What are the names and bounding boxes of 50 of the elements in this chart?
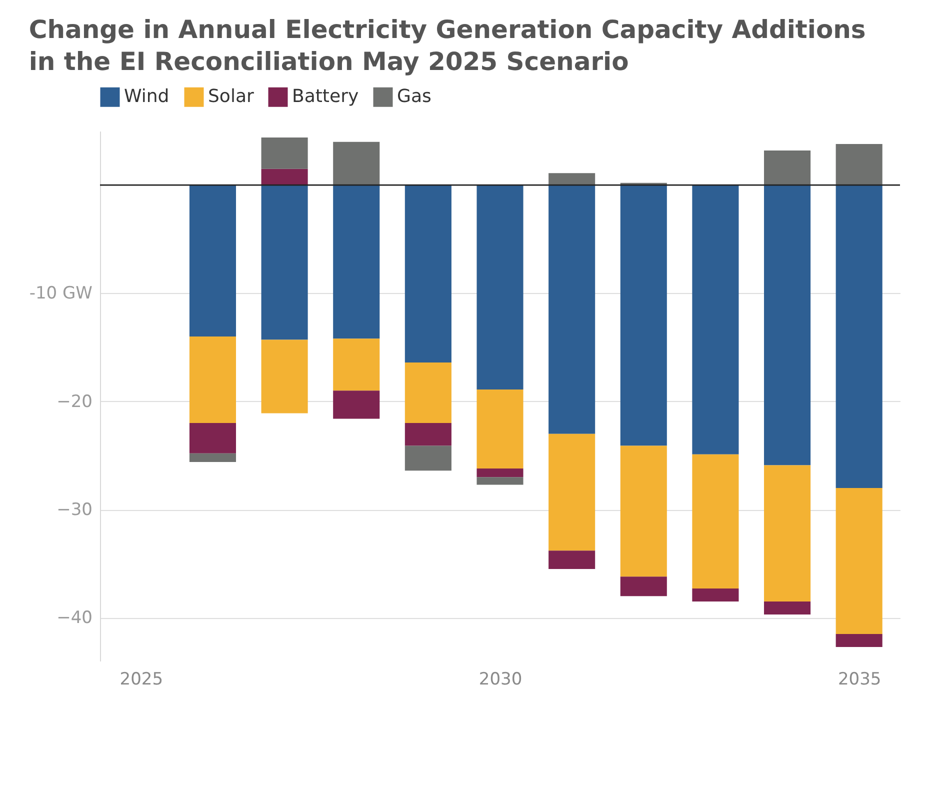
bar [836, 634, 882, 647]
bar [404, 423, 452, 446]
bar [692, 185, 739, 454]
bar [764, 602, 811, 614]
x-tick-label: 2035 [838, 670, 882, 690]
bar [836, 185, 882, 488]
bar [836, 488, 882, 634]
bar [261, 185, 308, 340]
bar [620, 185, 667, 446]
y-tick-label: −40 [56, 608, 92, 628]
chart-title: Change in Annual Electricity Generation Capacity Additions in the EI Reconciliation May 2025 Scenario [28, 15, 866, 76]
legend-label: Solar [208, 86, 254, 108]
bar [692, 588, 739, 602]
bar [189, 185, 236, 337]
x-tick-label: 2030 [478, 670, 522, 690]
bar [548, 550, 596, 570]
bar [476, 468, 524, 478]
bar [261, 137, 308, 169]
y-tick-label: −30 [56, 500, 92, 520]
bar [189, 336, 236, 424]
bar [476, 390, 524, 468]
bar [404, 362, 452, 424]
bar [476, 185, 524, 390]
bar [620, 446, 667, 577]
bar [333, 185, 380, 339]
bar [548, 434, 596, 551]
y-tick-label: −20 [56, 392, 92, 412]
bar [189, 453, 236, 462]
bar [476, 477, 524, 485]
bar [692, 454, 739, 589]
bar [333, 390, 380, 419]
bar [764, 150, 811, 186]
bar [764, 465, 811, 602]
bar [261, 168, 308, 186]
bar [620, 576, 667, 596]
legend-label: Gas [397, 86, 432, 108]
y-tick-label: -10 GW [29, 284, 93, 304]
x-tick-label: 2025 [120, 670, 164, 690]
bar [764, 185, 811, 466]
bar [404, 185, 452, 362]
bar [548, 173, 596, 186]
bar [548, 185, 596, 434]
bar [189, 423, 236, 454]
bar [333, 142, 380, 186]
bar [261, 340, 308, 414]
legend-label: Battery [292, 86, 359, 108]
bar [404, 446, 452, 471]
bar [836, 144, 882, 186]
bar [333, 338, 380, 391]
legend-label: Wind [124, 86, 170, 108]
